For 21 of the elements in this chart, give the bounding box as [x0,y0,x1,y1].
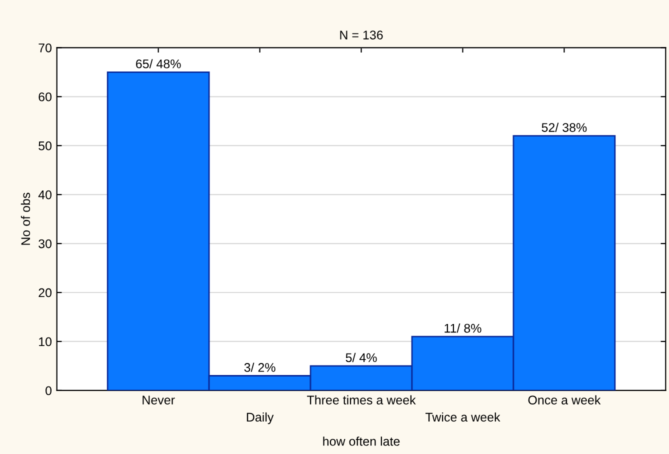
chart-title: N = 136 [340,30,383,40]
data-label: 52/ 38% [542,122,587,132]
y-tick-label: 10 [39,337,52,346]
y-tick-label: 70 [38,43,52,52]
x-tick-label: Twice a week [425,412,500,422]
y-tick-label: 60 [38,92,52,102]
data-label: 3/ 2% [244,362,276,372]
x-tick-label: Never [142,396,175,404]
data-label: 65/ 48% [136,59,181,68]
x-tick-label: Three times a week [307,395,416,404]
data-label: 11/ 8% [444,324,482,333]
x-tick-label: Once a week [528,395,601,404]
x-tick-label: Daily [246,412,274,424]
y-axis-title: No of obs [20,192,30,245]
x-axis-title: how often late [323,436,400,446]
data-label: 5/ 4% [346,352,377,362]
y-tick-label: 0 [46,386,52,396]
y-tick-label: 40 [38,190,52,200]
y-tick-label: 20 [38,288,52,298]
y-tick-label: 30 [38,239,52,248]
y-tick-label: 50 [38,141,52,150]
